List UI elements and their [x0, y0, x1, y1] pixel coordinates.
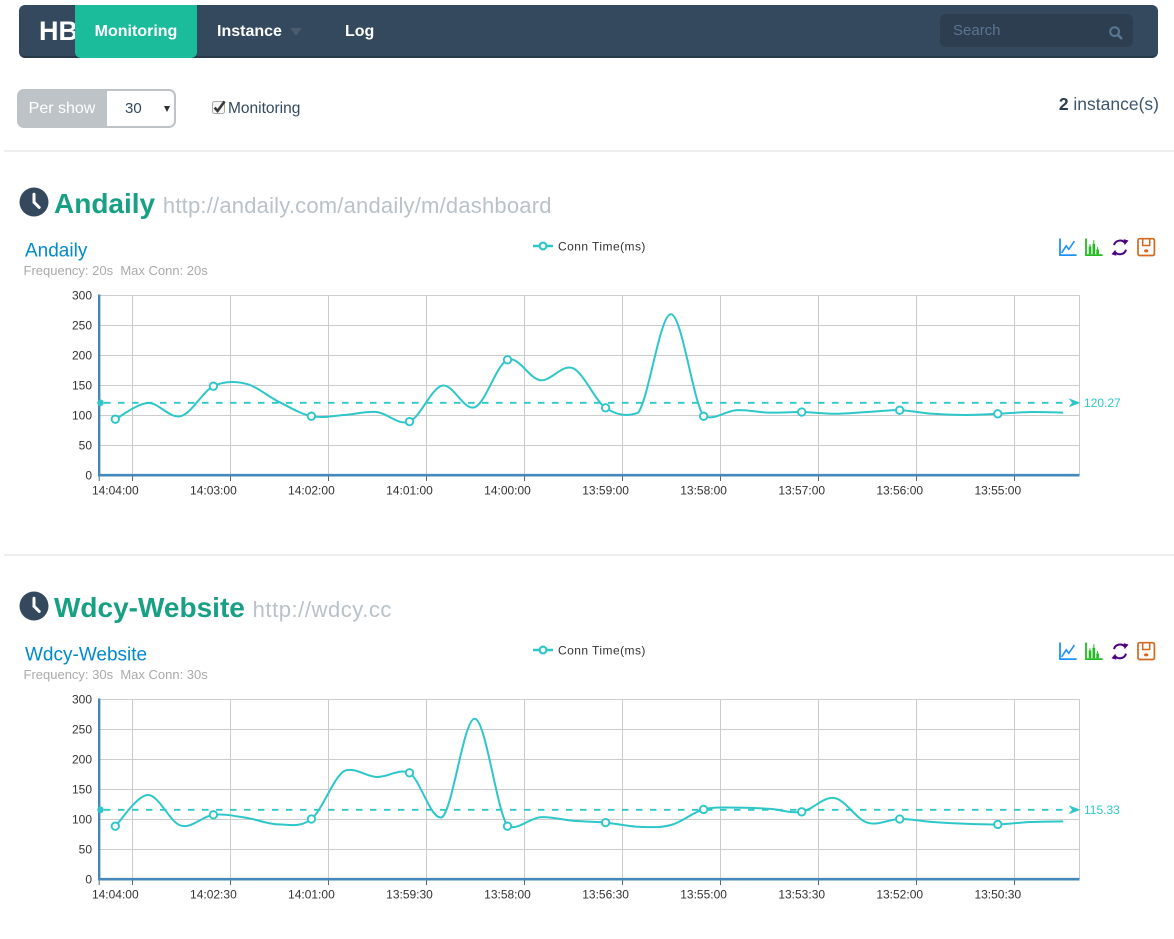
svg-text:120.27: 120.27 [1084, 396, 1121, 410]
svg-text:300: 300 [72, 288, 92, 302]
svg-text:13:53:30: 13:53:30 [778, 888, 825, 902]
svg-text:13:58:00: 13:58:00 [484, 888, 531, 902]
svg-text:14:01:00: 14:01:00 [386, 484, 433, 498]
svg-text:200: 200 [72, 348, 92, 362]
svg-text:Conn Time(ms): Conn Time(ms) [558, 240, 646, 254]
svg-text:14:04:00: 14:04:00 [92, 484, 139, 498]
svg-text:100: 100 [72, 812, 92, 826]
svg-text:13:58:00: 13:58:00 [680, 484, 727, 498]
svg-text:0: 0 [85, 872, 92, 886]
svg-text:14:04:00: 14:04:00 [92, 888, 139, 902]
svg-text:13:55:00: 13:55:00 [680, 888, 727, 902]
svg-text:50: 50 [79, 438, 93, 452]
svg-text:13:55:00: 13:55:00 [974, 484, 1021, 498]
svg-text:13:59:00: 13:59:00 [582, 484, 629, 498]
svg-text:115.33: 115.33 [1084, 803, 1120, 817]
svg-text:0: 0 [85, 468, 92, 482]
svg-text:Andaily: Andaily [25, 241, 88, 262]
svg-text:13:57:00: 13:57:00 [778, 484, 825, 498]
svg-text:Wdcy-Website: Wdcy-Website [25, 645, 147, 666]
svg-text:Conn Time(ms): Conn Time(ms) [558, 644, 646, 658]
svg-text:150: 150 [72, 782, 92, 796]
svg-text:Frequency: 20s Max Conn: 20s: Frequency: 20s Max Conn: 20s [24, 263, 209, 278]
svg-text:50: 50 [79, 842, 93, 856]
svg-text:13:59:30: 13:59:30 [386, 888, 433, 902]
svg-text:200: 200 [72, 752, 92, 766]
svg-text:Frequency: 30s Max Conn: 30s: Frequency: 30s Max Conn: 30s [24, 667, 209, 682]
svg-text:13:50:30: 13:50:30 [974, 888, 1021, 902]
svg-text:14:02:00: 14:02:00 [288, 484, 335, 498]
svg-text:13:56:00: 13:56:00 [876, 484, 923, 498]
svg-text:100: 100 [72, 408, 92, 422]
svg-text:250: 250 [72, 722, 92, 736]
svg-text:14:01:00: 14:01:00 [288, 888, 335, 902]
svg-text:13:56:30: 13:56:30 [582, 888, 629, 902]
svg-text:14:03:00: 14:03:00 [190, 484, 237, 498]
svg-text:150: 150 [72, 378, 92, 392]
svg-text:13:52:00: 13:52:00 [876, 888, 923, 902]
svg-text:14:02:30: 14:02:30 [190, 888, 237, 902]
svg-text:14:00:00: 14:00:00 [484, 484, 531, 498]
svg-text:250: 250 [72, 318, 92, 332]
svg-text:300: 300 [72, 692, 92, 706]
